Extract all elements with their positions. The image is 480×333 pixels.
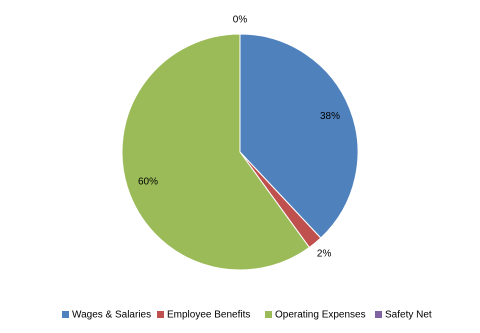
legend-swatch: [375, 311, 382, 318]
data-label: 38%: [320, 111, 340, 122]
legend-swatch: [62, 311, 69, 318]
legend: Wages & Salaries Employee Benefits Operati…: [62, 310, 432, 321]
legend-label: Operating Expenses: [275, 310, 366, 321]
legend-swatch: [157, 311, 164, 318]
data-label: 2%: [317, 248, 332, 259]
legend-label: Employee Benefits: [167, 310, 250, 321]
pie-slice: [239, 33, 359, 239]
data-label: 0%: [233, 15, 248, 26]
legend-label: Wages & Salaries: [72, 310, 151, 321]
pie: [121, 33, 359, 271]
legend-swatch: [265, 311, 272, 318]
data-labels: 38% 2% 60% 0%: [138, 15, 340, 260]
legend-label: Safety Net: [385, 310, 432, 321]
pie-slice: [121, 33, 311, 271]
data-label: 60%: [138, 177, 158, 188]
